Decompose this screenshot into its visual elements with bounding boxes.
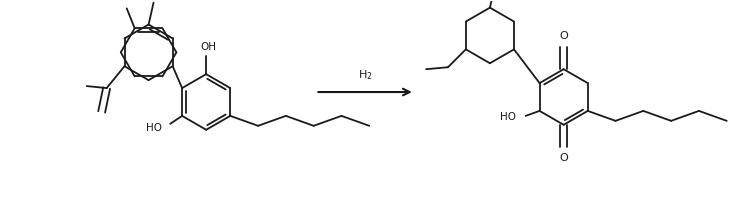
Text: H$_2$: H$_2$ <box>358 68 372 82</box>
Text: HO: HO <box>500 112 516 122</box>
Text: O: O <box>559 153 568 163</box>
Text: O: O <box>559 31 568 41</box>
Text: HO: HO <box>146 123 162 133</box>
Text: OH: OH <box>200 42 216 52</box>
